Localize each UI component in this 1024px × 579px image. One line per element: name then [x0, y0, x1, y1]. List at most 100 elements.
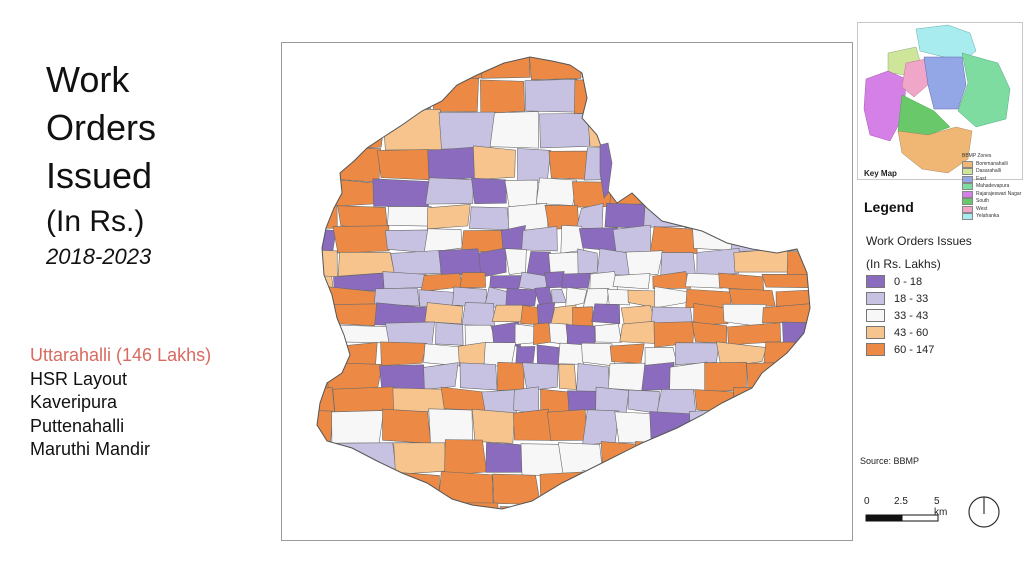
ward-polygon: [727, 322, 781, 346]
ward-polygon: [429, 75, 479, 112]
ward-polygon: [498, 506, 553, 509]
zone-legend-item: Mahadevapura: [962, 183, 1021, 191]
ward-polygon: [317, 472, 340, 504]
ward-polygon: [786, 178, 810, 205]
ward-polygon: [317, 248, 338, 277]
ward-polygon: [808, 273, 810, 293]
ward-polygon: [607, 288, 630, 306]
ward-polygon: [317, 109, 329, 150]
ward-polygon: [471, 177, 507, 204]
ward-polygon: [676, 57, 724, 82]
ward-polygon: [643, 203, 688, 228]
zone-legend-item: Bommanahalli: [962, 161, 1021, 169]
ward-polygon: [733, 247, 789, 273]
key-map-label: Key Map: [864, 169, 897, 178]
ward-polygon: [646, 504, 707, 509]
list-item: Maruthi Mandir: [30, 439, 151, 459]
ward-polygon: [599, 142, 613, 199]
ward-polygon: [604, 202, 647, 229]
ward-polygon: [427, 146, 477, 182]
ward-polygon: [478, 247, 507, 278]
ward-polygon: [842, 364, 852, 389]
ward-polygon: [317, 322, 333, 348]
ward-polygon: [323, 110, 386, 151]
legend-class: 33 - 43: [866, 307, 934, 324]
ward-polygon: [522, 362, 559, 392]
ward-polygon: [847, 249, 852, 276]
ward-polygon: [431, 57, 483, 81]
ward-polygon: [806, 146, 810, 184]
ward-polygon: [790, 410, 810, 446]
ward-polygon: [544, 271, 565, 289]
ward-polygon: [387, 503, 446, 509]
ward-polygon: [317, 304, 331, 327]
ward-polygon: [756, 503, 808, 509]
ward-polygon: [387, 57, 437, 80]
legend-class: 60 - 147: [866, 341, 934, 358]
ward-polygon: [771, 57, 810, 82]
ward-polygon: [558, 364, 577, 390]
ward-polygon: [317, 387, 336, 415]
ward-polygon: [331, 410, 385, 444]
ward-choropleth-map[interactable]: [281, 42, 853, 541]
ward-polygon: [548, 150, 589, 180]
ward-polygon: [762, 145, 810, 183]
ward-polygon: [733, 386, 779, 415]
ward-polygon: [847, 177, 852, 208]
ward-polygon: [723, 108, 778, 153]
ward-polygon: [667, 472, 716, 508]
ward-polygon: [392, 387, 447, 413]
ward-polygon: [317, 146, 333, 179]
ward-polygon: [820, 287, 852, 307]
zone-label: Rajarajeswari Nagar: [976, 190, 1022, 197]
ward-polygon: [674, 443, 727, 475]
scale-label-end: 5 km: [934, 496, 948, 518]
ward-polygon: [673, 108, 724, 148]
zone-swatch: [962, 205, 973, 213]
ward-polygon: [635, 441, 677, 477]
ward-polygon: [827, 323, 852, 348]
zones-title: BBMP Zones: [962, 153, 992, 159]
ward-polygon: [507, 202, 549, 231]
ward-polygon: [332, 386, 396, 413]
ward-polygon: [372, 178, 429, 208]
ward-polygon: [694, 389, 735, 414]
zone-swatch: [962, 183, 973, 191]
zone-swatch: [962, 213, 973, 221]
zone-swatch: [962, 190, 973, 198]
ward-polygon: [735, 408, 789, 445]
ward-polygon: [669, 361, 708, 392]
ward-polygon: [515, 346, 536, 366]
ward-polygon: [376, 149, 430, 181]
ward-polygon: [548, 322, 569, 345]
title-line-3: Issued: [46, 155, 153, 196]
ward-polygon: [627, 389, 660, 414]
ward-polygon: [804, 504, 810, 509]
ward-polygon: [317, 286, 333, 306]
ward-polygon: [761, 274, 810, 289]
ward-polygon: [577, 248, 598, 277]
ward-polygon: [551, 505, 603, 509]
legend-swatch: [866, 326, 885, 339]
ward-polygon: [786, 251, 810, 278]
ward-polygon: [382, 271, 427, 290]
map-canvas: [316, 56, 852, 510]
ward-polygon: [713, 145, 766, 181]
ward-polygon: [689, 408, 741, 445]
ward-polygon: [724, 79, 774, 115]
north-arrow-icon: [968, 496, 1000, 528]
ward-polygon: [561, 272, 591, 289]
list-item: Kaveripura: [30, 392, 118, 412]
ward-polygon: [459, 362, 498, 391]
ward-polygon: [317, 361, 330, 392]
zone-label: Bommanahalli: [976, 160, 1008, 167]
ward-polygon: [489, 111, 540, 149]
legend-class-label: 0 - 18: [894, 275, 923, 288]
ward-polygon: [426, 204, 471, 230]
ward-polygon: [649, 226, 698, 254]
legend-classes: 0 - 18 18 - 33 33 - 43 43 - 60 60 - 147: [866, 273, 934, 358]
ward-polygon: [702, 503, 761, 509]
zone-swatch: [962, 160, 973, 168]
ward-polygon: [520, 443, 564, 477]
legend-class-label: 33 - 43: [894, 309, 929, 322]
